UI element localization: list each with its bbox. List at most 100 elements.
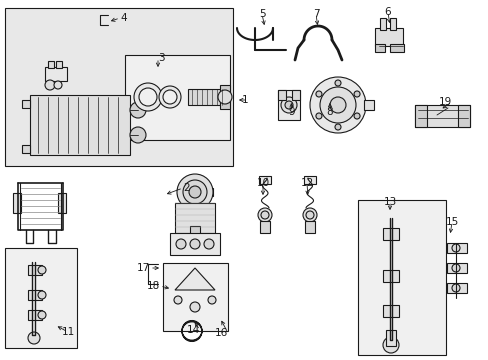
Circle shape bbox=[218, 90, 231, 104]
Bar bbox=[190, 226, 200, 234]
Bar bbox=[414, 105, 426, 127]
Bar bbox=[28, 290, 42, 300]
Bar bbox=[30, 95, 130, 155]
Text: 19: 19 bbox=[438, 97, 451, 107]
Circle shape bbox=[130, 127, 146, 143]
Text: 2: 2 bbox=[183, 183, 189, 193]
Bar bbox=[382, 270, 398, 282]
Bar bbox=[446, 243, 466, 253]
Bar bbox=[278, 90, 285, 100]
Bar bbox=[45, 67, 67, 81]
Bar bbox=[5, 8, 232, 166]
Bar bbox=[457, 105, 469, 127]
Bar bbox=[187, 89, 227, 105]
Bar bbox=[22, 100, 30, 108]
Bar bbox=[170, 233, 220, 255]
Text: 4: 4 bbox=[120, 13, 126, 23]
Text: 15: 15 bbox=[445, 217, 458, 227]
Text: 13: 13 bbox=[383, 197, 396, 207]
Text: 8: 8 bbox=[326, 107, 333, 117]
Circle shape bbox=[334, 124, 340, 130]
Bar bbox=[56, 61, 62, 68]
Bar bbox=[22, 145, 30, 153]
Text: 11: 11 bbox=[61, 327, 75, 337]
Text: 6: 6 bbox=[384, 7, 390, 17]
Bar bbox=[389, 18, 395, 30]
Bar bbox=[446, 263, 466, 273]
Circle shape bbox=[183, 180, 206, 204]
Circle shape bbox=[315, 113, 321, 119]
Circle shape bbox=[334, 80, 340, 86]
Text: 10: 10 bbox=[256, 178, 269, 188]
Text: 5: 5 bbox=[258, 9, 265, 19]
Bar bbox=[5, 248, 77, 348]
Circle shape bbox=[281, 97, 296, 113]
Bar bbox=[278, 90, 299, 120]
Circle shape bbox=[315, 91, 321, 97]
Circle shape bbox=[207, 296, 216, 304]
Text: 17: 17 bbox=[137, 263, 150, 273]
Circle shape bbox=[38, 291, 46, 299]
Bar bbox=[28, 310, 42, 320]
Circle shape bbox=[176, 239, 185, 249]
Bar bbox=[374, 28, 402, 46]
Circle shape bbox=[305, 211, 313, 219]
Circle shape bbox=[45, 80, 55, 90]
Bar bbox=[389, 44, 403, 52]
Bar bbox=[357, 200, 445, 355]
Text: 3: 3 bbox=[158, 53, 164, 63]
Circle shape bbox=[159, 86, 181, 108]
Circle shape bbox=[319, 87, 355, 123]
Bar bbox=[220, 85, 229, 109]
Circle shape bbox=[38, 311, 46, 319]
Circle shape bbox=[130, 102, 146, 118]
Circle shape bbox=[54, 81, 62, 89]
Text: 1: 1 bbox=[241, 95, 247, 105]
Bar bbox=[163, 263, 227, 331]
Bar bbox=[305, 221, 314, 233]
Circle shape bbox=[139, 88, 157, 106]
Circle shape bbox=[285, 101, 292, 109]
Text: 18: 18 bbox=[146, 281, 160, 291]
Bar bbox=[446, 283, 466, 293]
Bar bbox=[259, 176, 270, 184]
Circle shape bbox=[190, 302, 200, 312]
Bar bbox=[379, 18, 385, 30]
Bar bbox=[363, 100, 373, 110]
Circle shape bbox=[258, 208, 271, 222]
Bar bbox=[385, 330, 395, 346]
Polygon shape bbox=[175, 268, 215, 290]
Circle shape bbox=[329, 97, 346, 113]
Circle shape bbox=[177, 174, 213, 210]
Bar bbox=[13, 193, 21, 213]
Circle shape bbox=[451, 284, 459, 292]
Circle shape bbox=[203, 239, 214, 249]
Circle shape bbox=[303, 208, 316, 222]
Bar bbox=[28, 265, 42, 275]
Bar bbox=[414, 105, 469, 127]
Circle shape bbox=[38, 266, 46, 274]
Circle shape bbox=[174, 296, 182, 304]
Circle shape bbox=[309, 77, 365, 133]
Bar bbox=[175, 203, 215, 233]
Bar bbox=[291, 90, 299, 100]
Circle shape bbox=[451, 244, 459, 252]
Text: 9: 9 bbox=[288, 107, 295, 117]
Circle shape bbox=[353, 91, 359, 97]
Circle shape bbox=[382, 337, 398, 353]
Circle shape bbox=[189, 186, 201, 198]
Bar bbox=[125, 55, 229, 140]
Bar bbox=[58, 193, 66, 213]
Circle shape bbox=[190, 239, 200, 249]
Bar bbox=[382, 305, 398, 317]
Text: 12: 12 bbox=[300, 178, 313, 188]
Bar bbox=[382, 228, 398, 240]
Text: 16: 16 bbox=[214, 328, 227, 338]
Bar bbox=[260, 221, 269, 233]
Circle shape bbox=[163, 90, 177, 104]
Circle shape bbox=[451, 264, 459, 272]
Circle shape bbox=[134, 83, 162, 111]
Text: 14: 14 bbox=[186, 325, 200, 335]
Bar bbox=[374, 44, 384, 52]
Bar bbox=[48, 61, 54, 68]
